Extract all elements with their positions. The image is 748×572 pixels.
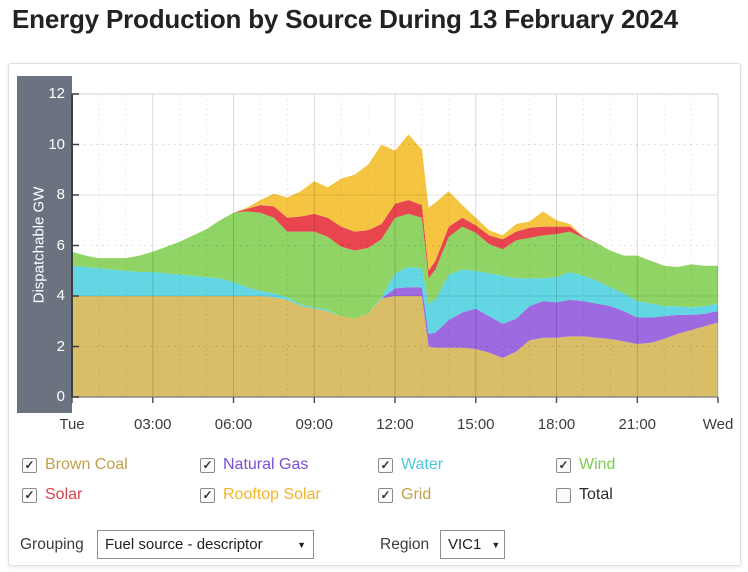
legend-label-rooftop-solar: Rooftop Solar	[223, 486, 321, 503]
legend-label-natural-gas: Natural Gas	[223, 456, 309, 473]
x-tick-label: 06:00	[214, 416, 253, 433]
x-tick-label: 21:00	[618, 416, 657, 433]
y-tick-label: 10	[48, 135, 65, 153]
x-tick-label: 03:00	[133, 416, 172, 433]
grouping-label: Grouping	[20, 536, 84, 553]
x-tick-label: Tue	[59, 416, 85, 433]
y-tick-label: 8	[56, 186, 65, 203]
grouping-select[interactable]: Fuel source - descriptor ▼	[97, 530, 314, 559]
x-tick-label: 09:00	[295, 416, 334, 433]
legend-item-rooftop-solar[interactable]: ✓ Rooftop Solar	[200, 485, 321, 505]
legend-item-wind[interactable]: ✓ Wind	[556, 455, 615, 475]
checkbox-grid[interactable]: ✓	[378, 487, 393, 503]
grouping-select-value: Fuel source - descriptor	[105, 536, 263, 553]
y-tick-label: 6	[56, 236, 65, 254]
legend-item-total[interactable]: Total	[556, 485, 613, 505]
y-axis-band	[17, 76, 72, 413]
checkbox-brown-coal[interactable]: ✓	[22, 457, 37, 473]
checkbox-rooftop-solar[interactable]: ✓	[200, 487, 215, 503]
y-tick-label: 12	[48, 85, 65, 102]
legend-label-wind: Wind	[579, 456, 616, 473]
dropdown-arrow-icon: ▼	[491, 539, 501, 550]
legend-label-grid: Grid	[401, 486, 432, 503]
x-tick-label: Wed	[702, 416, 734, 433]
region-select-value: VIC1	[448, 536, 482, 553]
legend-item-water[interactable]: ✓ Water	[378, 455, 443, 475]
legend-label-water: Water	[401, 456, 444, 473]
x-tick-label: 15:00	[456, 416, 495, 433]
region-label: Region	[380, 536, 430, 553]
y-tick-label: 2	[56, 337, 65, 355]
legend-label-brown-coal: Brown Coal	[45, 456, 128, 473]
legend-item-grid[interactable]: ✓ Grid	[378, 485, 431, 505]
x-tick-label: 12:00	[376, 416, 414, 433]
legend-label-solar: Solar	[45, 486, 83, 503]
y-tick-label: 0	[56, 388, 65, 405]
y-tick-label: 4	[56, 287, 65, 304]
region-select[interactable]: VIC1 ▼	[440, 530, 505, 559]
chart-panel: Dispatchable GW 0 2 4 6 8 10 12 Tue 03:00 06:00 0…	[8, 63, 741, 566]
checkbox-water[interactable]: ✓	[378, 457, 393, 473]
checkbox-total[interactable]	[556, 487, 571, 503]
page-title: Energy Production by Source During 13 Fe…	[12, 4, 678, 34]
legend-item-brown-coal[interactable]: ✓ Brown Coal	[22, 455, 128, 475]
checkbox-wind[interactable]: ✓	[556, 457, 571, 473]
legend-item-natural-gas[interactable]: ✓ Natural Gas	[200, 455, 308, 475]
legend-label-total: Total	[579, 486, 613, 503]
dropdown-arrow-icon: ▼	[297, 539, 306, 550]
checkbox-solar[interactable]: ✓	[22, 487, 37, 503]
x-tick-label: 18:00	[537, 416, 576, 433]
stacked-area-chart	[71, 93, 719, 403]
checkbox-natural-gas[interactable]: ✓	[200, 457, 215, 473]
legend-item-solar[interactable]: ✓ Solar	[22, 485, 82, 505]
